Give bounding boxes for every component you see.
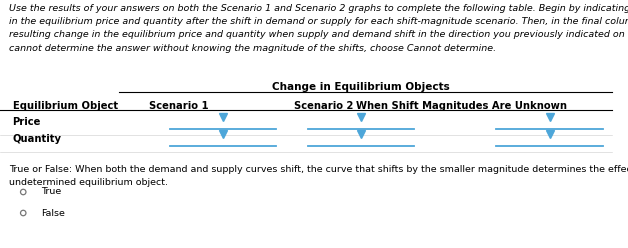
Text: True or False: When both the demand and supply curves shift, the curve that shif: True or False: When both the demand and … — [9, 165, 628, 187]
Text: False: False — [41, 209, 65, 217]
Text: Quantity: Quantity — [13, 134, 62, 144]
Text: Scenario 2: Scenario 2 — [294, 101, 353, 111]
Text: When Shift Magnitudes Are Unknown: When Shift Magnitudes Are Unknown — [356, 101, 567, 111]
Text: Use the results of your answers on both the Scenario 1 and Scenario 2 graphs to : Use the results of your answers on both … — [9, 4, 628, 53]
Text: Scenario 1: Scenario 1 — [149, 101, 208, 111]
Text: True: True — [41, 187, 61, 196]
Text: Price: Price — [13, 117, 41, 127]
Text: Equilibrium Object: Equilibrium Object — [13, 101, 117, 111]
Text: Change in Equilibrium Objects: Change in Equilibrium Objects — [272, 82, 450, 92]
